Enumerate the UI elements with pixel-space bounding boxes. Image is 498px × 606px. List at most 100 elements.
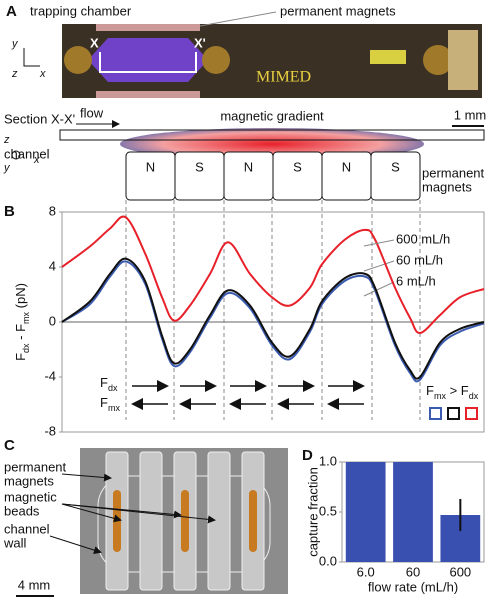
y-tick-label: -4 bbox=[44, 368, 56, 383]
label: permanent magnets bbox=[280, 3, 396, 18]
label: channel bbox=[4, 146, 50, 161]
leader bbox=[61, 503, 216, 524]
bar bbox=[393, 462, 433, 562]
magnet-strip bbox=[96, 24, 200, 31]
trapping-chamber bbox=[88, 38, 208, 82]
label: magnets bbox=[4, 473, 54, 488]
pole-label: N bbox=[244, 159, 253, 174]
port bbox=[202, 46, 230, 74]
axis-label: y bbox=[11, 38, 19, 50]
bar bbox=[345, 462, 386, 562]
y-tick-label: 0.0 bbox=[319, 553, 337, 568]
text-part: > F bbox=[446, 383, 469, 398]
scale-label: 4 mm bbox=[18, 577, 51, 592]
leader bbox=[199, 11, 277, 27]
legend-text: Fmx > Fdx bbox=[426, 383, 479, 401]
text-part: mx bbox=[434, 391, 446, 401]
device-name: MIMED bbox=[256, 69, 311, 86]
y-axis-label: capture fraction bbox=[305, 467, 320, 557]
magnet bbox=[370, 151, 421, 201]
x-tick-label: 600 bbox=[449, 564, 471, 579]
legend-swatch bbox=[465, 407, 478, 420]
section-title: Section X-X' bbox=[4, 111, 75, 126]
pole-label: N bbox=[146, 159, 155, 174]
series-label: 60 mL/h bbox=[396, 252, 443, 267]
series-label: 600 mL/h bbox=[396, 231, 450, 246]
bead-cluster bbox=[181, 490, 189, 552]
y-tick-label: 4 bbox=[49, 258, 56, 273]
panel-label: C bbox=[4, 437, 15, 454]
leader bbox=[49, 535, 102, 554]
text-part: mx bbox=[21, 311, 31, 323]
pole-label: S bbox=[391, 159, 400, 174]
label: magnetic gradient bbox=[220, 108, 324, 123]
axis-label: x bbox=[39, 68, 46, 80]
pole-label: S bbox=[195, 159, 204, 174]
label: permanent bbox=[422, 165, 485, 180]
y-tick-label: 8 bbox=[49, 203, 56, 218]
x-marker: X bbox=[90, 35, 99, 50]
axis-label: z bbox=[3, 134, 10, 146]
pole-label: N bbox=[342, 159, 351, 174]
leader bbox=[363, 281, 395, 297]
y-tick-label: -8 bbox=[44, 423, 56, 438]
y-tick-label: 0.5 bbox=[319, 503, 337, 518]
line-series bbox=[61, 260, 485, 383]
section-line bbox=[99, 52, 197, 73]
leader bbox=[61, 503, 122, 523]
bead-cluster bbox=[113, 490, 121, 552]
leader bbox=[363, 260, 395, 272]
force-label: Fmx bbox=[100, 395, 120, 413]
label: permanent bbox=[4, 459, 67, 474]
text-part: F bbox=[13, 353, 28, 361]
axis-label: y bbox=[3, 162, 11, 174]
x-prime-marker: X' bbox=[194, 35, 206, 50]
y-tick-label: 0 bbox=[49, 313, 56, 328]
label: beads bbox=[4, 503, 40, 518]
axis-icon bbox=[11, 150, 21, 160]
y-tick-label: 1.0 bbox=[319, 453, 337, 468]
text-part: dx bbox=[108, 383, 118, 393]
x-axis-label: flow rate (mL/h) bbox=[368, 579, 458, 594]
series-label: 6 mL/h bbox=[396, 273, 436, 288]
port bbox=[64, 46, 92, 74]
magnet-strip bbox=[96, 91, 200, 98]
bead-cluster bbox=[249, 490, 257, 552]
electrodes bbox=[448, 30, 478, 90]
label: magnets bbox=[422, 179, 472, 194]
magnet-bar bbox=[139, 451, 163, 591]
leader bbox=[363, 239, 395, 247]
magnet-bar bbox=[207, 451, 231, 591]
x-tick-label: 6.0 bbox=[357, 564, 375, 579]
legend-swatch bbox=[447, 407, 460, 420]
axis-label: x bbox=[33, 154, 40, 166]
label: wall bbox=[3, 535, 27, 550]
force-label: Fdx bbox=[100, 375, 118, 393]
panel-label: A bbox=[6, 3, 17, 20]
pole-label: S bbox=[293, 159, 302, 174]
label: trapping chamber bbox=[30, 3, 132, 18]
text-part: - F bbox=[13, 324, 28, 344]
text-part: dx bbox=[469, 391, 479, 401]
leader bbox=[61, 473, 112, 482]
sensor bbox=[370, 50, 406, 64]
label: flow bbox=[80, 105, 104, 120]
text-part: F bbox=[100, 395, 108, 410]
axis-label: z bbox=[11, 68, 18, 80]
line-series bbox=[61, 257, 485, 380]
x-tick-label: 60 bbox=[406, 564, 420, 579]
label: channel bbox=[4, 521, 50, 536]
panel-label: B bbox=[4, 203, 15, 220]
port bbox=[423, 45, 453, 75]
line-series bbox=[61, 215, 485, 334]
y-axis-label: Fdx - Fmx (pN) bbox=[13, 283, 31, 361]
text-part: (pN) bbox=[13, 283, 28, 312]
axis-icon bbox=[23, 48, 40, 67]
text-part: F bbox=[426, 383, 434, 398]
panel-label: D bbox=[302, 447, 313, 464]
legend-swatch bbox=[429, 407, 442, 420]
text-part: F bbox=[100, 375, 108, 390]
label: magnetic bbox=[4, 489, 57, 504]
